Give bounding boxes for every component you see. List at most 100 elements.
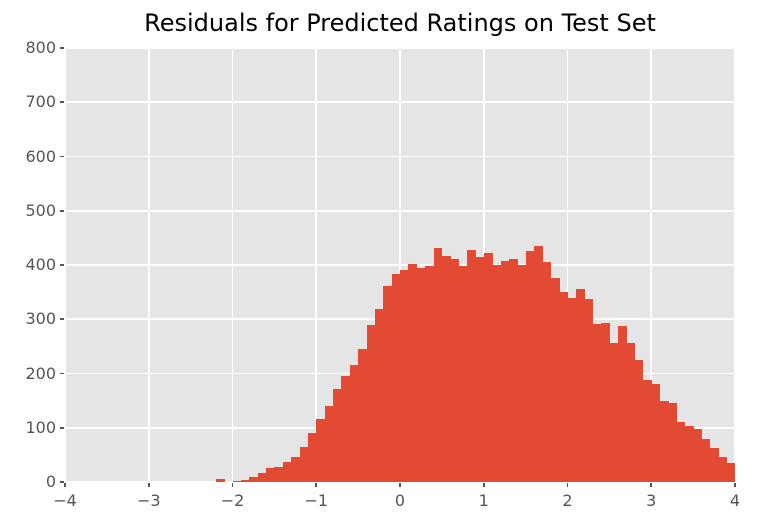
histogram-bar [500,260,510,482]
x-axis-tick-label: 0 [394,491,406,510]
x-axis-tick-label: −3 [136,491,161,510]
y-tick-mark [60,47,64,49]
histogram-bar [433,248,443,482]
histogram-bar [559,292,568,482]
histogram-bar [291,456,300,482]
x-tick-mark [566,483,569,487]
y-tick-mark [60,264,64,266]
y-axis-tick-label: 700 [25,92,56,112]
y-tick-mark [60,155,64,158]
histogram-bar [492,265,501,482]
y-tick-mark [60,481,64,483]
plot-area [65,48,735,482]
x-axis-tick-label: 1 [478,491,489,510]
x-gridline [231,48,234,482]
y-tick-mark [60,209,64,212]
histogram-bar [316,419,326,482]
histogram-bar [341,376,351,482]
histogram-bar [575,289,585,482]
histogram-bar [425,266,434,482]
y-axis-tick-label: 800 [25,38,56,57]
histogram-bar [240,479,250,482]
histogram-bar [391,274,401,482]
histogram-bar [709,447,719,482]
histogram-bar [366,325,376,482]
y-axis-tick-label: 300 [25,309,56,329]
histogram-bar [642,380,652,482]
y-axis-tick-label: 500 [25,200,56,220]
x-tick-mark [231,483,234,487]
chart-title: Residuals for Predicted Ratings on Test … [144,9,656,37]
histogram-bar [676,422,686,482]
histogram-bar [232,480,242,482]
x-axis-tick-label: 2 [562,491,573,510]
histogram-bar [400,270,409,482]
x-axis-tick-label: −4 [53,491,77,510]
x-gridline [65,48,66,482]
x-gridline [734,48,735,482]
histogram-bar [684,426,694,482]
y-tick-mark [60,101,64,104]
histogram-bar [659,400,669,482]
histogram-bar [718,456,728,482]
x-tick-mark [147,483,150,487]
histogram-bar [299,446,309,482]
histogram-bar [693,429,702,482]
histogram-bar [307,432,317,482]
x-tick-mark [315,483,318,487]
x-gridline [147,48,150,482]
histogram-bar [601,323,610,482]
histogram-bar [274,466,284,482]
x-tick-mark [399,483,401,487]
y-tick-mark [60,372,64,375]
histogram-bar [408,264,418,482]
y-axis-tick-label: 200 [25,363,56,383]
histogram-bar [584,299,594,482]
histogram-bar [550,278,560,482]
x-tick-mark [64,483,66,487]
x-axis-tick-label: 3 [646,491,657,510]
histogram-bar [626,342,635,482]
x-tick-mark [482,483,485,487]
histogram-bar [609,342,619,482]
y-axis-tick-label: 400 [25,255,56,274]
histogram-bar [215,479,225,482]
y-tick-mark [60,426,64,429]
x-tick-mark [734,483,736,487]
histogram-bar [383,285,393,482]
histogram-bar [458,266,468,482]
histogram-bar [349,364,359,482]
histogram-bar [257,473,267,482]
histogram-bar [726,463,735,482]
histogram-bar [441,256,451,482]
histogram-bar [542,262,552,482]
histogram-bar [266,468,275,482]
histogram-bar [701,439,711,482]
histogram-bar [324,406,334,482]
histogram-bar [668,402,677,482]
histogram-bar [567,297,577,482]
y-axis-tick-label: 600 [25,146,56,166]
histogram-bar [617,325,627,482]
y-axis-tick-label: 100 [25,417,56,437]
histogram-bar [450,259,460,482]
histogram-bar [592,324,602,482]
histogram-bar [517,265,527,482]
histogram-bar [508,259,518,482]
histogram-bar [483,253,493,482]
histogram-bar [249,476,259,482]
x-tick-mark [650,483,653,487]
histogram-bar [525,251,535,482]
histogram-bar [651,383,661,482]
x-gridline [315,48,318,482]
x-gridline [566,48,569,482]
histogram-bar [333,388,342,482]
histogram-bar [467,249,476,482]
y-tick-mark [60,318,64,321]
histogram-bar [416,267,426,482]
x-gridline [650,48,653,482]
histogram-bar [475,257,485,482]
histogram-bar [358,348,367,482]
histogram-bar [634,360,644,482]
